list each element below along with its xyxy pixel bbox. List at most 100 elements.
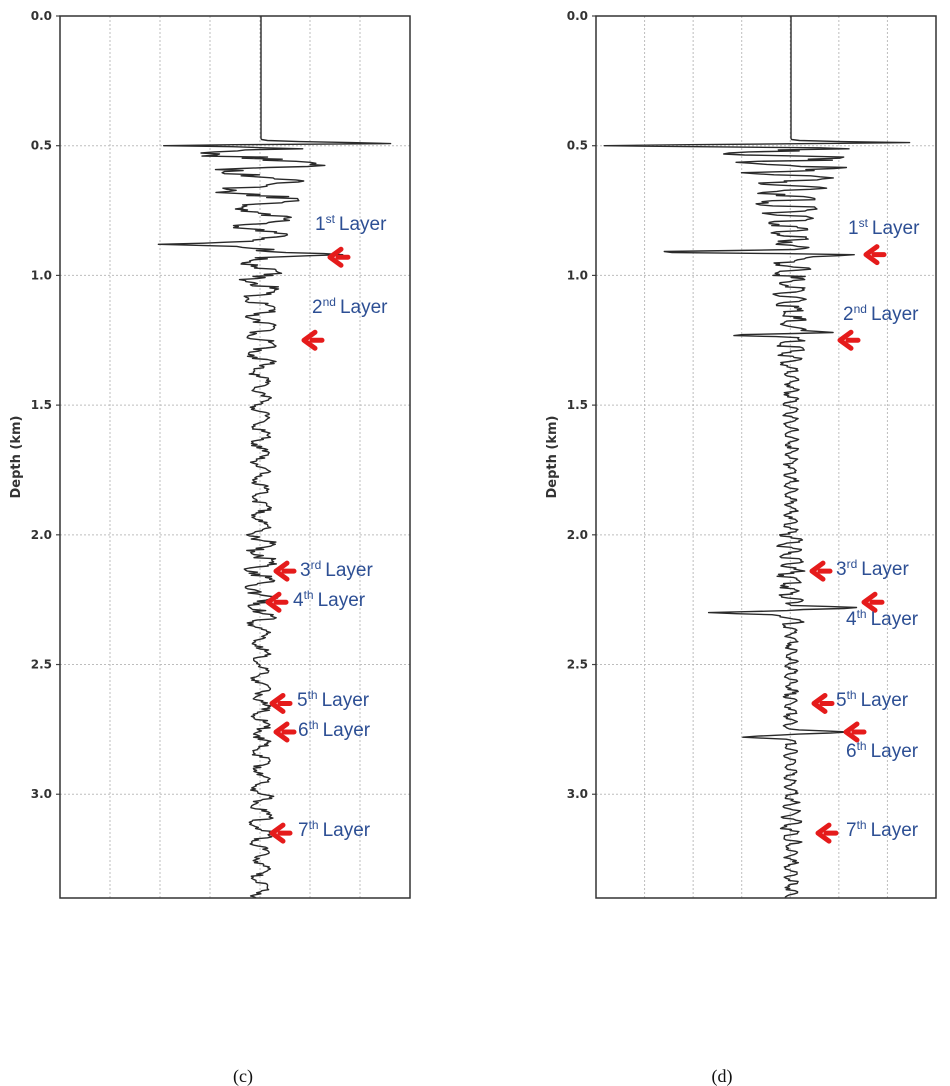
y-tick-label: 0.5 — [567, 139, 588, 153]
layer-arrow-head — [269, 692, 286, 714]
layer-word: Layer — [871, 304, 919, 325]
layer-arrow-head — [273, 560, 290, 582]
layer-ordinal-suffix: th — [304, 588, 314, 602]
y-tick-label: 0.0 — [31, 9, 52, 23]
layer-number: 2 — [312, 297, 323, 318]
layer-label: 1st Layer — [848, 216, 920, 239]
layer-word: Layer — [871, 609, 919, 630]
layer-annotation: 5th Layer — [811, 688, 909, 714]
layer-label: 3rd Layer — [300, 558, 373, 581]
layer-label: 6th Layer — [298, 718, 371, 741]
y-tick-label: 2.0 — [567, 528, 588, 542]
layer-number: 2 — [843, 304, 854, 325]
layer-annotation: 7th Layer — [269, 818, 371, 844]
layer-label: 4th Layer — [846, 607, 919, 630]
layer-number: 5 — [297, 690, 308, 711]
layer-ordinal-suffix: rd — [311, 558, 322, 572]
layer-label: 2nd Layer — [843, 302, 919, 325]
layer-word: Layer — [318, 590, 366, 611]
layer-arrow-head — [837, 329, 854, 351]
y-tick-label: 0.0 — [567, 9, 588, 23]
plot-frame — [595, 15, 937, 899]
layer-annotation: 6th Layer — [843, 721, 919, 762]
layer-word: Layer — [323, 820, 371, 841]
layer-ordinal-suffix: th — [847, 688, 857, 702]
y-axis-label: Depth (km) — [545, 416, 560, 499]
layer-number: 6 — [846, 741, 857, 762]
layer-label: 5th Layer — [297, 688, 370, 711]
y-tick-label: 2.0 — [31, 528, 52, 542]
layer-annotation: 3rd Layer — [273, 558, 373, 582]
layer-ordinal-suffix: th — [857, 818, 867, 832]
layer-word: Layer — [325, 560, 373, 581]
layer-arrow-head — [273, 721, 290, 743]
layer-annotation: 3rd Layer — [809, 557, 909, 582]
layer-ordinal-suffix: st — [859, 216, 869, 230]
layer-annotation: 5th Layer — [269, 688, 370, 714]
layer-ordinal-suffix: th — [857, 607, 867, 621]
panel-caption: (d) — [712, 1066, 733, 1086]
layer-ordinal-suffix: th — [309, 718, 319, 732]
layer-ordinal-suffix: th — [857, 739, 867, 753]
layer-ordinal-suffix: nd — [854, 302, 867, 316]
layer-arrow-head — [843, 721, 860, 743]
layer-arrow-head — [811, 692, 828, 714]
layer-arrow-head — [809, 560, 826, 582]
layer-arrow-head — [815, 822, 832, 844]
y-tick-label: 3.0 — [567, 787, 588, 801]
layer-label: 3rd Layer — [836, 557, 909, 580]
y-tick-label: 1.5 — [31, 398, 52, 412]
layer-word: Layer — [340, 297, 388, 318]
layer-annotation: 7th Layer — [815, 818, 919, 844]
layer-arrow-head — [301, 329, 318, 351]
y-axis-label: Depth (km) — [9, 416, 24, 499]
layer-word: Layer — [339, 214, 387, 235]
y-tick-label: 1.0 — [567, 268, 588, 282]
layer-label: 5th Layer — [836, 688, 909, 711]
y-tick-label: 1.5 — [567, 398, 588, 412]
layer-word: Layer — [872, 218, 920, 239]
layer-label: 6th Layer — [846, 739, 919, 762]
y-tick-label: 2.5 — [31, 658, 52, 672]
layer-number: 7 — [298, 820, 309, 841]
layer-arrow-head — [863, 244, 880, 266]
layer-number: 1 — [315, 214, 326, 235]
plot-frame — [59, 15, 411, 899]
layer-word: Layer — [323, 720, 371, 741]
layer-label: 2nd Layer — [312, 295, 388, 318]
layer-word: Layer — [871, 820, 919, 841]
layer-number: 3 — [300, 560, 311, 581]
layer-ordinal-suffix: rd — [847, 557, 858, 571]
seismic-trace-line — [603, 16, 911, 898]
layer-ordinal-suffix: th — [309, 818, 319, 832]
seismic-trace-line — [157, 16, 392, 899]
layer-arrow-head — [265, 591, 282, 613]
layer-arrow-head — [861, 591, 878, 613]
y-tick-label: 2.5 — [567, 658, 588, 672]
y-tick-label: 1.0 — [31, 268, 52, 282]
layer-word: Layer — [871, 741, 919, 762]
layer-number: 1 — [848, 218, 859, 239]
layer-ordinal-suffix: nd — [323, 295, 336, 309]
y-tick-label: 3.0 — [31, 787, 52, 801]
layer-ordinal-suffix: st — [326, 212, 336, 226]
layer-annotation: 4th Layer — [846, 591, 919, 630]
layer-arrow-head — [327, 246, 344, 268]
layer-number: 7 — [846, 820, 857, 841]
layer-word: Layer — [861, 690, 909, 711]
layer-number: 4 — [846, 609, 857, 630]
layer-ordinal-suffix: th — [308, 688, 318, 702]
layer-annotation: 2nd Layer — [301, 295, 388, 351]
plot-area — [60, 16, 410, 898]
layer-label: 7th Layer — [846, 818, 919, 841]
y-tick-label: 0.5 — [31, 139, 52, 153]
layer-number: 3 — [836, 559, 847, 580]
layer-annotation: 1st Layer — [315, 212, 387, 268]
layer-label: 7th Layer — [298, 818, 371, 841]
layer-number: 6 — [298, 720, 309, 741]
layer-annotation: 6th Layer — [273, 718, 371, 743]
layer-annotation: 4th Layer — [265, 588, 366, 613]
panel-caption: (c) — [233, 1066, 253, 1086]
